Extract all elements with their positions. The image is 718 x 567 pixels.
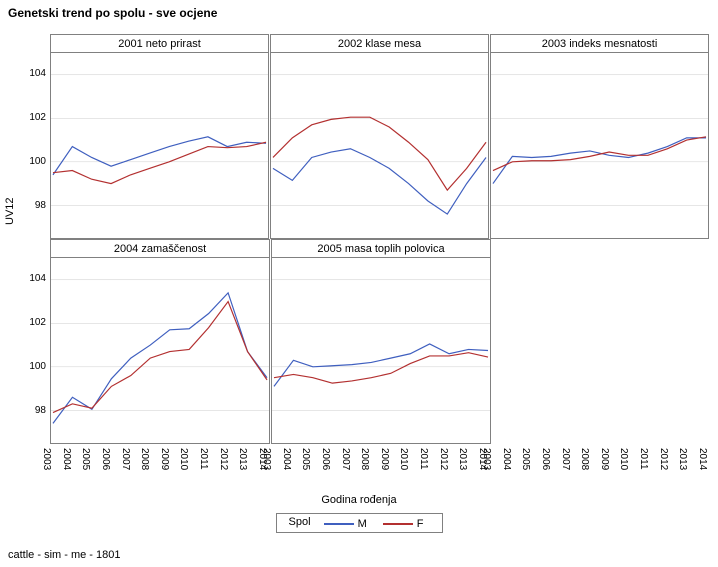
x-tick-label: 2008 [579, 448, 590, 470]
x-tick-label: 2014 [697, 448, 708, 470]
x-tick-label: 2012 [438, 448, 449, 470]
x-tick-label: 2011 [198, 448, 209, 470]
x-tick-label: 2007 [560, 448, 571, 470]
x-tick-label: 2013 [677, 448, 688, 470]
y-tick-label: 100 [20, 156, 46, 167]
series-line-F [273, 117, 486, 190]
x-tick-label: 2011 [638, 448, 649, 470]
chart-title: Genetski trend po spolu - sve ocjene [8, 6, 217, 20]
x-tick-label: 2003 [261, 448, 272, 470]
series-line-M [273, 149, 486, 214]
y-tick-label: 104 [20, 273, 46, 284]
y-tick-label: 98 [20, 405, 46, 416]
x-axis-ticks: 2003 2004 2005 2006 2007 2008 2009 2010 2011 2012… [50, 446, 710, 486]
x-tick-label: 2005 [520, 448, 531, 470]
x-tick-label: 2012 [218, 448, 229, 470]
panel: 2001 neto prirast [50, 34, 269, 239]
panel: 2005 masa toplih polovica [271, 239, 491, 444]
panel-title: 2001 neto prirast [51, 35, 268, 53]
x-tick-label: 2013 [457, 448, 468, 470]
footer-text: cattle - sim - me - 1801 [8, 549, 120, 561]
panel-body [51, 258, 269, 443]
x-tick-label: 2006 [320, 448, 331, 470]
x-tick-label: 2004 [501, 448, 512, 470]
legend-title: Spol [289, 516, 311, 528]
legend: Spol M F [0, 512, 718, 533]
panel: 2004 zamaščenost [50, 239, 270, 444]
legend-label: F [417, 518, 424, 530]
x-tick-label: 2010 [618, 448, 629, 470]
panel-title: 2005 masa toplih polovica [272, 240, 490, 258]
series-line-F [493, 137, 706, 171]
x-tick-label: 2013 [237, 448, 248, 470]
legend-item: F [379, 518, 424, 530]
x-tick-label: 2006 [540, 448, 551, 470]
x-tick-label: 2004 [61, 448, 72, 470]
series-line-F [53, 302, 267, 413]
x-tick-label: 2012 [658, 448, 669, 470]
series-line-M [274, 344, 488, 386]
panel-title: 2002 klase mesa [271, 35, 488, 53]
x-tick-label: 2005 [300, 448, 311, 470]
panel-title: 2003 indeks mesnatosti [491, 35, 708, 53]
x-tick-label: 2009 [599, 448, 610, 470]
panel-body [272, 258, 490, 443]
x-tick-label: 2008 [359, 448, 370, 470]
y-tick-label: 102 [20, 112, 46, 123]
y-tick-label: 104 [20, 68, 46, 79]
y-tick-label: 100 [20, 361, 46, 372]
series-line-M [53, 137, 266, 175]
x-tick-label: 2005 [80, 448, 91, 470]
panel: 2003 indeks mesnatosti [490, 34, 709, 239]
series-line-F [53, 142, 266, 183]
x-tick-label: 2007 [120, 448, 131, 470]
chart-container: Genetski trend po spolu - sve ocjene UV1… [0, 0, 718, 567]
x-tick-label: 2011 [418, 448, 429, 470]
legend-swatch [324, 523, 354, 525]
x-tick-label: 2007 [340, 448, 351, 470]
y-tick-label: 98 [20, 200, 46, 211]
panel-grid: 2001 neto prirast2002 klase mesa2003 ind… [50, 34, 710, 444]
x-tick-label: 2006 [100, 448, 111, 470]
x-axis-label: Godina rođenja [0, 494, 718, 506]
x-tick-label: 2010 [178, 448, 189, 470]
y-axis-ticks: 98 100 102 104 98 100 102 104 [20, 34, 48, 444]
panel-body [51, 53, 268, 238]
series-line-F [274, 353, 488, 383]
legend-swatch [383, 523, 413, 525]
series-line-M [53, 293, 267, 424]
y-axis-label: UV12 [4, 197, 16, 225]
x-tick-label: 2010 [398, 448, 409, 470]
panel: 2002 klase mesa [270, 34, 489, 239]
legend-label: M [358, 518, 367, 530]
x-tick-label: 2008 [139, 448, 150, 470]
legend-item: M [320, 518, 367, 530]
x-tick-label: 2003 [481, 448, 492, 470]
x-tick-label: 2009 [159, 448, 170, 470]
y-tick-label: 102 [20, 317, 46, 328]
legend-box: Spol M F [276, 513, 443, 533]
x-tick-label: 2003 [41, 448, 52, 470]
panel-body [491, 53, 708, 238]
panel-title: 2004 zamaščenost [51, 240, 269, 258]
x-tick-label: 2009 [379, 448, 390, 470]
panel-body [271, 53, 488, 238]
x-tick-label: 2004 [281, 448, 292, 470]
